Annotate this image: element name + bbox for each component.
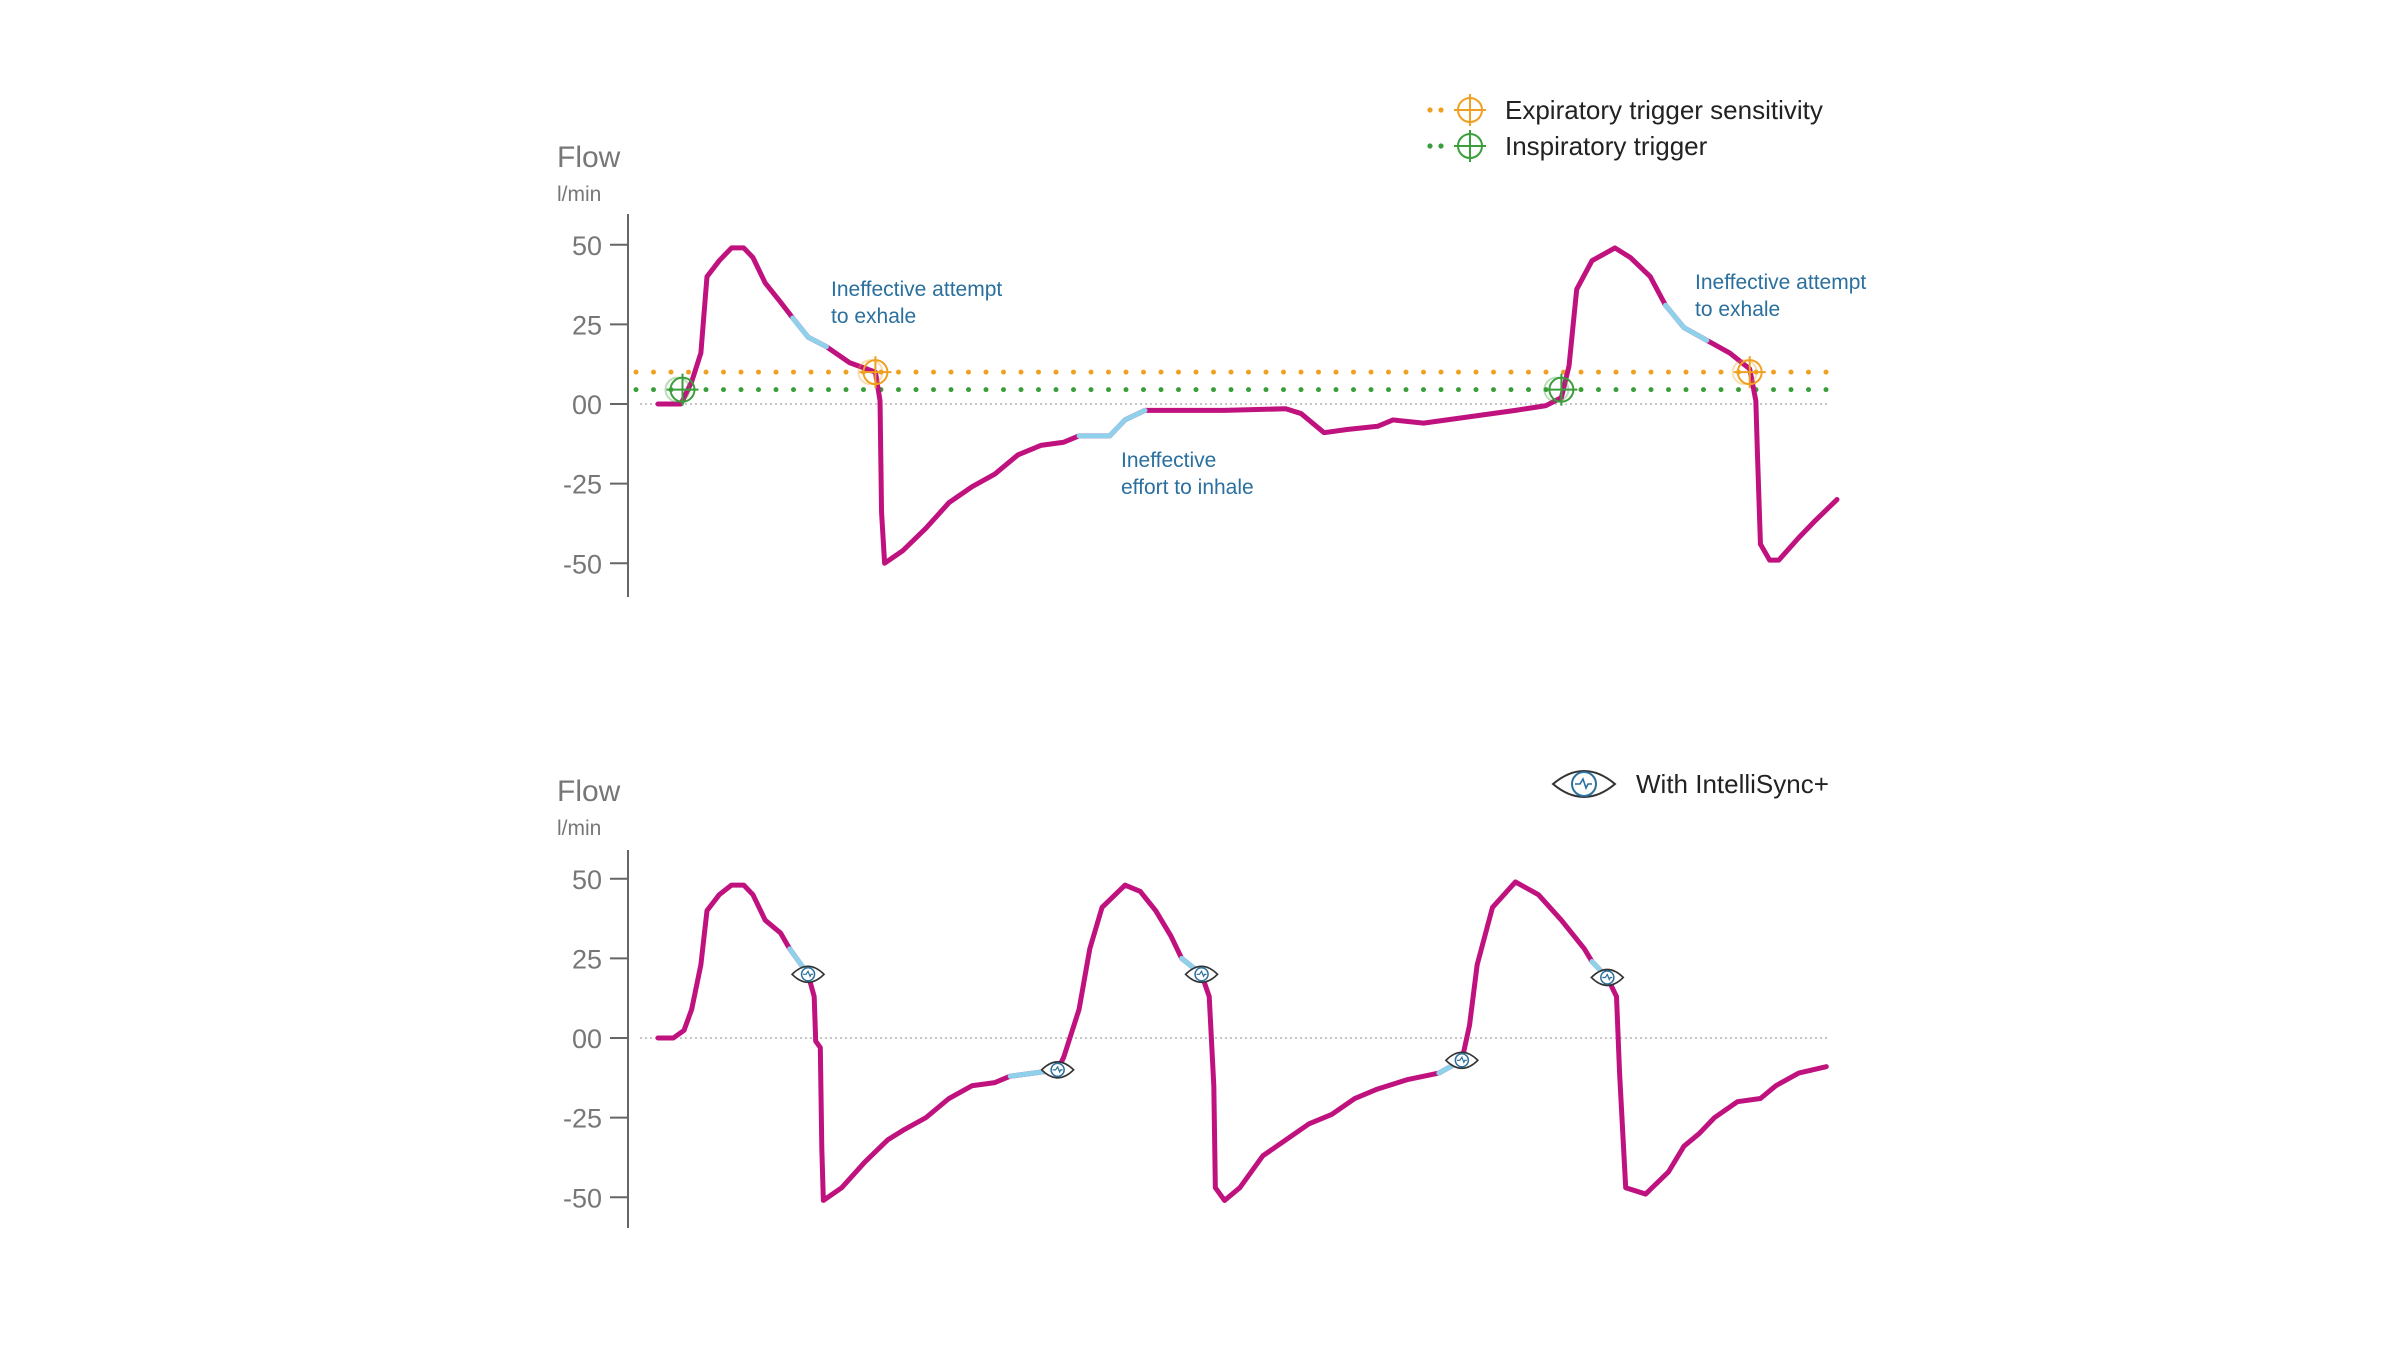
y-tick-label: -50 bbox=[563, 1183, 602, 1213]
ineffective-effort-segment bbox=[1663, 302, 1710, 343]
annotation-ineffective-exhale-1-line2: to exhale bbox=[831, 305, 916, 328]
bottom-y-axis: 50 25 00 -25 -50 bbox=[563, 850, 629, 1228]
crosshair-circle-icon bbox=[1454, 94, 1486, 126]
legend-expiratory-swatch bbox=[1427, 94, 1486, 126]
inspiratory-trigger-marker-icon bbox=[1543, 373, 1578, 406]
y-tick-label: 25 bbox=[572, 310, 602, 340]
y-tick-label: 50 bbox=[572, 231, 602, 261]
intellisync-eye-icon bbox=[1444, 1051, 1479, 1070]
annotation-ineffective-inhale-line2: effort to inhale bbox=[1121, 476, 1254, 499]
legend-intellisync: With IntelliSync+ bbox=[1551, 769, 1829, 799]
y-tick-label: 50 bbox=[572, 865, 602, 895]
legend-intellisync-label: With IntelliSync+ bbox=[1636, 769, 1829, 799]
legend-expiratory-label: Expiratory trigger sensitivity bbox=[1505, 95, 1823, 125]
expiratory-trigger-marker-icon bbox=[1731, 356, 1766, 389]
bottom-y-axis-unit: l/min bbox=[557, 817, 601, 840]
y-tick-label: 25 bbox=[572, 944, 602, 974]
ineffective-effort-segment bbox=[1076, 407, 1148, 439]
bottom-plot-area bbox=[640, 879, 1829, 1203]
annotation-ineffective-exhale-1-line1: Ineffective attempt bbox=[831, 278, 1002, 301]
intellisync-eye-icon bbox=[1040, 1061, 1075, 1079]
bottom-y-axis-title: Flow bbox=[557, 775, 621, 808]
top-y-axis-unit: l/min bbox=[557, 183, 601, 206]
y-tick-label: 00 bbox=[572, 390, 602, 420]
intellisync-eye-icon bbox=[790, 965, 826, 984]
annotation-ineffective-exhale-2-line2: to exhale bbox=[1695, 298, 1780, 321]
y-tick-label: -25 bbox=[563, 470, 602, 500]
legend: Expiratory trigger sensitivity Inspirato… bbox=[1427, 94, 1823, 162]
annotation-ineffective-exhale-2-line1: Ineffective attempt bbox=[1695, 271, 1866, 294]
y-tick-label: -50 bbox=[563, 549, 602, 579]
flow-series-line bbox=[655, 879, 1829, 1203]
annotation-ineffective-inhale-line1: Ineffective bbox=[1121, 449, 1216, 472]
top-y-axis: 50 25 00 -25 -50 bbox=[563, 214, 629, 597]
top-plot-area bbox=[633, 245, 1840, 566]
intellisync-eye-icon bbox=[1184, 965, 1219, 984]
crosshair-circle-icon bbox=[1454, 130, 1486, 162]
top-y-axis-title: Flow bbox=[557, 141, 621, 174]
ineffective-effort-segment bbox=[790, 315, 829, 350]
y-tick-label: 00 bbox=[572, 1024, 602, 1054]
inspiratory-trigger-marker-icon bbox=[664, 373, 699, 406]
intellisync-eye-icon bbox=[1590, 968, 1625, 987]
legend-inspiratory-label: Inspiratory trigger bbox=[1505, 131, 1708, 161]
intellisync-eye-icon bbox=[1551, 770, 1617, 798]
legend-inspiratory-swatch bbox=[1427, 130, 1486, 162]
expiratory-trigger-marker-icon bbox=[857, 356, 892, 389]
y-tick-label: -25 bbox=[563, 1104, 602, 1134]
